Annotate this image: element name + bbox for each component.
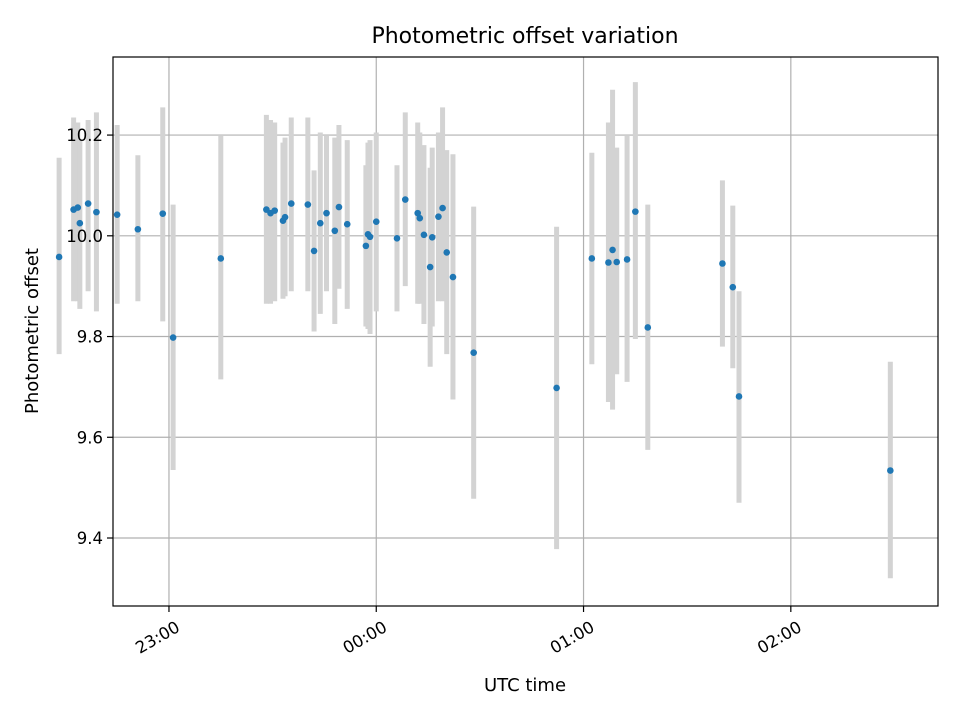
data-point <box>553 384 560 392</box>
plot-frame <box>112 56 939 607</box>
data-point <box>84 200 92 207</box>
y-axis-ticks: 9.4 9.6 9.8 10.0 10.2 <box>66 126 113 548</box>
data-point <box>449 273 457 281</box>
data-point <box>134 225 142 233</box>
data-point <box>605 259 612 266</box>
data-point <box>372 218 380 225</box>
data-point <box>644 324 652 331</box>
data-point <box>401 196 409 203</box>
data-point <box>623 256 631 263</box>
data-point <box>420 231 428 239</box>
data-point <box>428 234 436 241</box>
data-point <box>74 204 82 211</box>
y-tick-label: 9.6 <box>77 428 103 447</box>
x-axis-label: UTC time <box>484 675 566 696</box>
data-point <box>609 246 616 254</box>
data-point <box>735 393 743 400</box>
data-point <box>416 214 424 222</box>
data-point <box>310 247 318 255</box>
data-point <box>439 204 446 212</box>
data-point <box>588 255 596 262</box>
data-point <box>366 233 374 241</box>
data-point <box>414 209 422 217</box>
data-point <box>169 334 177 341</box>
data-point <box>613 258 621 266</box>
y-tick-label: 9.8 <box>77 328 103 347</box>
data-point <box>362 242 370 250</box>
data-point <box>335 203 343 211</box>
data-point <box>435 213 442 220</box>
data-point <box>719 260 726 267</box>
data-point <box>113 211 121 218</box>
y-tick-label: 10.2 <box>66 126 103 145</box>
chart-title: Photometric offset variation <box>371 24 678 49</box>
data-point <box>93 208 100 216</box>
data-point <box>287 200 295 207</box>
data-point <box>217 255 225 262</box>
data-point <box>443 249 451 256</box>
y-axis-label: Photometric offset <box>22 248 43 414</box>
data-point <box>470 349 477 356</box>
data-point <box>55 253 63 261</box>
data-point <box>887 467 894 474</box>
data-point <box>76 219 84 227</box>
data-point <box>304 201 312 208</box>
data-point <box>729 283 737 291</box>
data-points <box>55 196 894 474</box>
y-tick-label: 9.4 <box>77 529 103 548</box>
y-tick-label: 10.0 <box>66 227 103 246</box>
data-point <box>323 209 330 217</box>
data-point <box>159 210 167 217</box>
data-point <box>343 220 351 228</box>
data-point <box>632 208 639 215</box>
data-point <box>271 207 278 214</box>
data-point <box>316 219 324 227</box>
data-point <box>393 235 401 242</box>
data-point <box>331 227 339 235</box>
data-point <box>426 263 434 271</box>
data-point <box>281 213 289 221</box>
